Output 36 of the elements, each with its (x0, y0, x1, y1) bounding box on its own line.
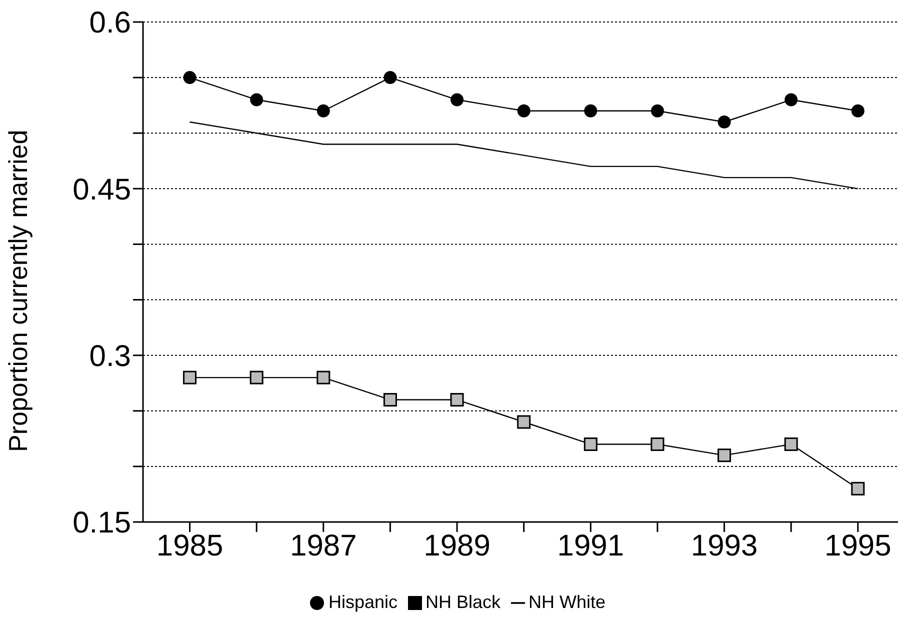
point (851, 104, 864, 118)
point (384, 71, 397, 84)
point (316, 104, 330, 118)
point (718, 448, 732, 462)
legend-label: Hispanic (328, 592, 398, 612)
y-axis-title: Proportion currently married (3, 130, 34, 452)
point (718, 116, 731, 128)
x-tick-label: 1995 (824, 529, 892, 562)
point (517, 104, 530, 118)
y-tick-label: 0.3 (89, 340, 131, 373)
point (183, 71, 196, 84)
point (784, 93, 798, 106)
point (450, 393, 464, 407)
point (784, 437, 798, 451)
point (851, 482, 865, 496)
point (584, 437, 598, 451)
point (183, 370, 197, 384)
point (517, 415, 531, 429)
x-tick-label: 1987 (290, 529, 357, 562)
x-tick-label: 1985 (156, 529, 224, 562)
point (383, 393, 397, 407)
point (250, 93, 264, 106)
point (650, 437, 664, 451)
y-tick-label: 0.45 (72, 173, 131, 206)
x-tick-label: 1989 (424, 529, 490, 562)
legend-label: NH Black (426, 592, 501, 612)
y-tick-label: 0.15 (72, 506, 131, 540)
point (584, 104, 598, 118)
legend-label: NH White (528, 592, 606, 612)
y-tick-label: 0.6 (89, 6, 131, 40)
point (250, 370, 264, 384)
point (450, 93, 464, 106)
point (650, 104, 664, 118)
point (316, 370, 330, 384)
x-tick-label: 1993 (690, 529, 758, 562)
x-tick-label: 1991 (557, 529, 624, 562)
